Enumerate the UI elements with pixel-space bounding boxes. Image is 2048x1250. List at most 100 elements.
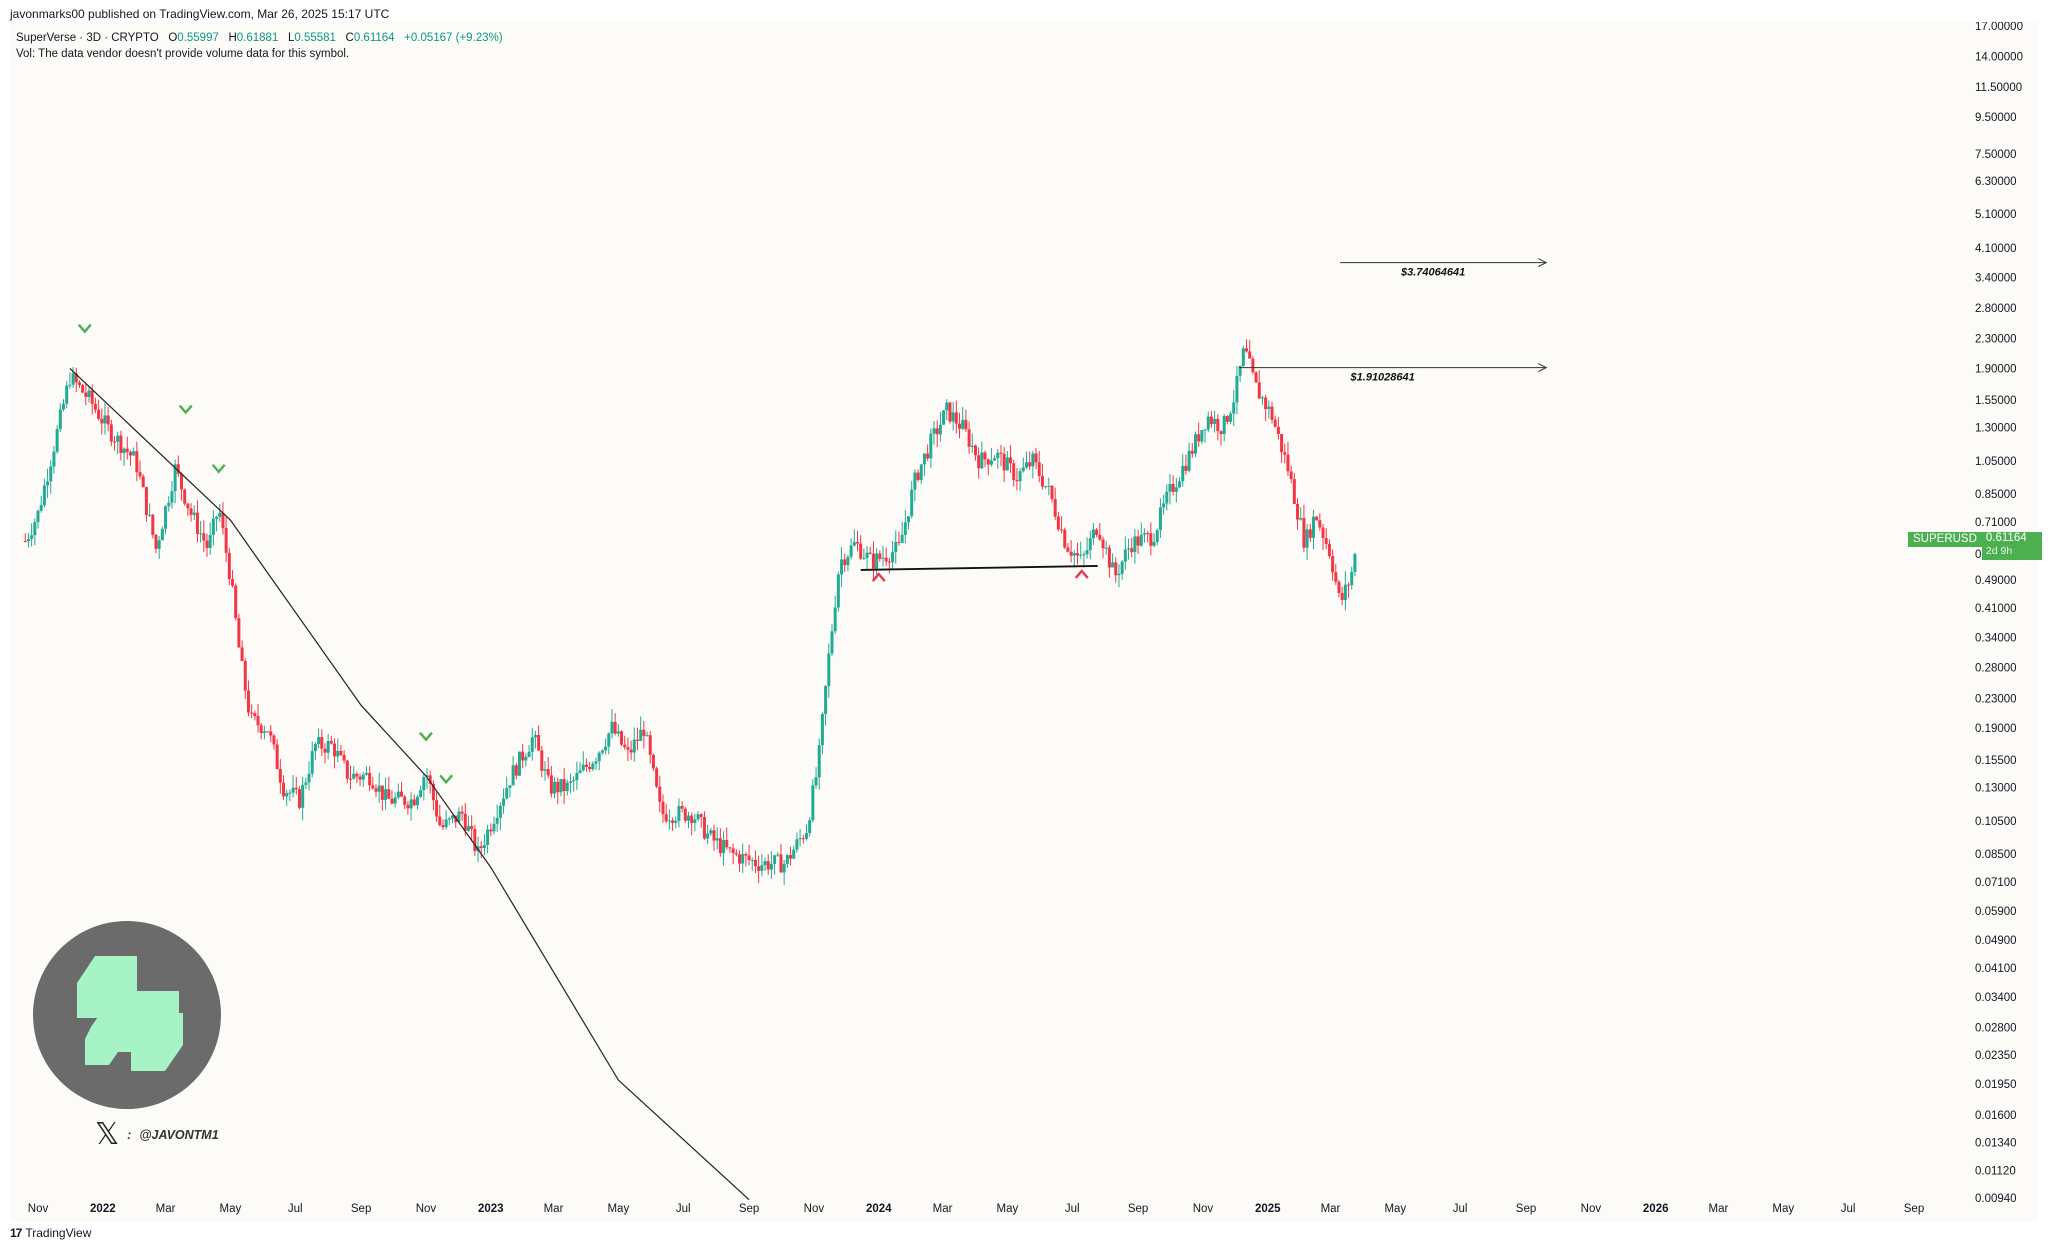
candle-body xyxy=(259,725,263,734)
candle-body xyxy=(865,552,869,558)
candle-body xyxy=(1101,539,1105,549)
candle-body xyxy=(527,751,531,757)
candle-body xyxy=(269,731,273,736)
candle-body xyxy=(1024,462,1028,468)
candle-body xyxy=(1149,533,1153,546)
candle-body xyxy=(183,489,187,504)
candle-body xyxy=(1193,434,1197,454)
y-axis-tick-label: 1.30000 xyxy=(1975,423,2017,435)
candle-body xyxy=(651,754,655,769)
candle-body xyxy=(498,805,502,818)
candle-body xyxy=(215,516,219,519)
candle-body xyxy=(718,838,722,854)
tradingview-footer[interactable]: 17 TradingView xyxy=(10,1226,91,1240)
candle-body xyxy=(993,458,997,461)
y-axis-tick-label: 0.02350 xyxy=(1975,1050,2017,1062)
candle-body xyxy=(167,502,171,507)
candle-body xyxy=(753,859,757,867)
close-label: C xyxy=(345,32,354,44)
buy-signal-marker xyxy=(419,731,433,742)
x-axis-tick-label: Mar xyxy=(1321,1203,1341,1215)
candle-body xyxy=(569,781,573,783)
candle-body xyxy=(524,756,528,761)
candle-body xyxy=(626,747,630,750)
candle-body xyxy=(393,797,397,804)
candle-body xyxy=(1343,584,1347,600)
candle-body xyxy=(377,785,381,792)
candle-body xyxy=(661,801,665,815)
candle-body xyxy=(192,512,196,515)
candle-body xyxy=(581,764,585,771)
candle-body xyxy=(87,390,91,397)
last-price-badge: SUPERUSD 0.61164 2d 9h xyxy=(1908,532,2042,560)
candle-body xyxy=(744,854,748,856)
x-axis-tick-label: May xyxy=(1384,1203,1406,1215)
candle-body xyxy=(1327,543,1331,557)
candle-body xyxy=(734,853,738,855)
candle-body xyxy=(530,737,534,752)
candle-body xyxy=(938,424,942,435)
candle-body xyxy=(466,825,470,831)
candle-body xyxy=(967,429,971,447)
candle-body xyxy=(1123,549,1127,562)
candle-body xyxy=(135,451,139,473)
candle-body xyxy=(964,419,968,430)
candle-body xyxy=(275,744,279,769)
chart-area[interactable]: 17.00000 14.00000 11.50000 9.50000 7.50000 6.… xyxy=(10,22,2038,1222)
x-axis-tick-label: 2024 xyxy=(866,1203,892,1215)
candle-body xyxy=(795,839,799,850)
candle-body xyxy=(776,854,780,856)
candle-body xyxy=(425,775,429,778)
candle-body xyxy=(1142,533,1146,535)
candle-body xyxy=(505,787,509,799)
price-chart[interactable]: 17.00000 14.00000 11.50000 9.50000 7.50000 6.… xyxy=(10,22,2038,1222)
candle-body xyxy=(486,829,490,846)
candle-body xyxy=(741,854,745,864)
badge-countdown: 2d 9h xyxy=(1985,545,2013,557)
candle-body xyxy=(546,769,550,776)
candle-body xyxy=(237,618,241,648)
x-axis-tick-label: Mar xyxy=(544,1203,564,1215)
candle-body xyxy=(824,686,828,715)
candle-body xyxy=(396,791,400,798)
candle-body xyxy=(763,861,767,866)
candle-body xyxy=(1056,516,1060,530)
candle-body xyxy=(1044,486,1048,488)
candle-body xyxy=(409,799,413,809)
y-axis-tick-label: 0.49000 xyxy=(1975,575,2017,587)
candle-body xyxy=(973,445,977,456)
candle-body xyxy=(144,487,148,515)
candle-body xyxy=(266,731,270,733)
candle-body xyxy=(572,780,576,782)
candle-body xyxy=(1245,348,1249,352)
candle-body xyxy=(100,418,104,424)
candle-body xyxy=(1028,462,1032,467)
candle-body xyxy=(412,799,416,806)
candle-body xyxy=(642,729,646,736)
candle-body xyxy=(119,435,123,454)
candle-body xyxy=(553,781,557,794)
candle-body xyxy=(1289,471,1293,480)
candle-body xyxy=(84,392,88,397)
candle-body xyxy=(820,714,824,746)
candle-body xyxy=(1079,554,1083,556)
candle-body xyxy=(374,788,378,792)
badge-price: 0.61164 xyxy=(1985,532,2027,544)
candle-body xyxy=(502,798,506,806)
candle-body xyxy=(457,811,461,823)
candle-body xyxy=(804,833,808,839)
y-axis-tick-label: 0.34000 xyxy=(1975,632,2017,644)
candle-body xyxy=(1037,462,1041,476)
candle-body xyxy=(1005,457,1009,471)
candle-body xyxy=(1219,431,1223,434)
candle-body xyxy=(333,743,337,757)
candle-body xyxy=(310,751,314,774)
x-axis-tick-label: Jul xyxy=(1065,1203,1080,1215)
y-axis-tick-label: 0.04100 xyxy=(1975,963,2017,975)
candle-body xyxy=(750,859,754,861)
candle-body xyxy=(301,784,305,808)
y-axis-tick-label: 0.05900 xyxy=(1975,906,2017,918)
candle-body xyxy=(986,459,990,465)
candle-body xyxy=(151,514,155,535)
candle-body xyxy=(49,466,53,482)
